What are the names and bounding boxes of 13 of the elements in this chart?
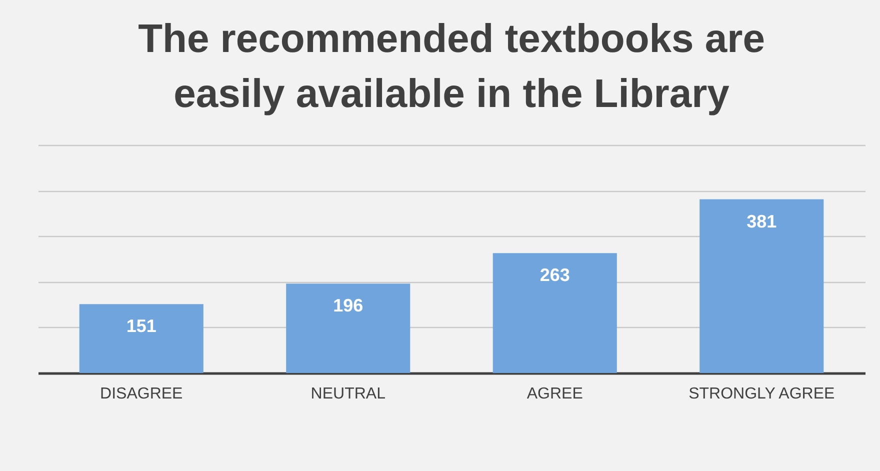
x-tick-label: DISAGREE xyxy=(100,386,183,402)
x-tick-label: STRONGLY AGREE xyxy=(688,386,835,402)
chart-title: The recommended textbooks are easily available in the Library xyxy=(138,17,765,116)
bar xyxy=(79,304,204,373)
data-label: 151 xyxy=(126,316,156,336)
x-tick-label: NEUTRAL xyxy=(310,386,386,402)
x-tick-label: AGREE xyxy=(526,386,583,402)
bar xyxy=(700,199,824,373)
bar xyxy=(286,284,410,373)
bar xyxy=(492,253,617,373)
data-label: 263 xyxy=(540,265,570,286)
data-label: 196 xyxy=(333,296,364,316)
data-label: 381 xyxy=(746,211,777,232)
